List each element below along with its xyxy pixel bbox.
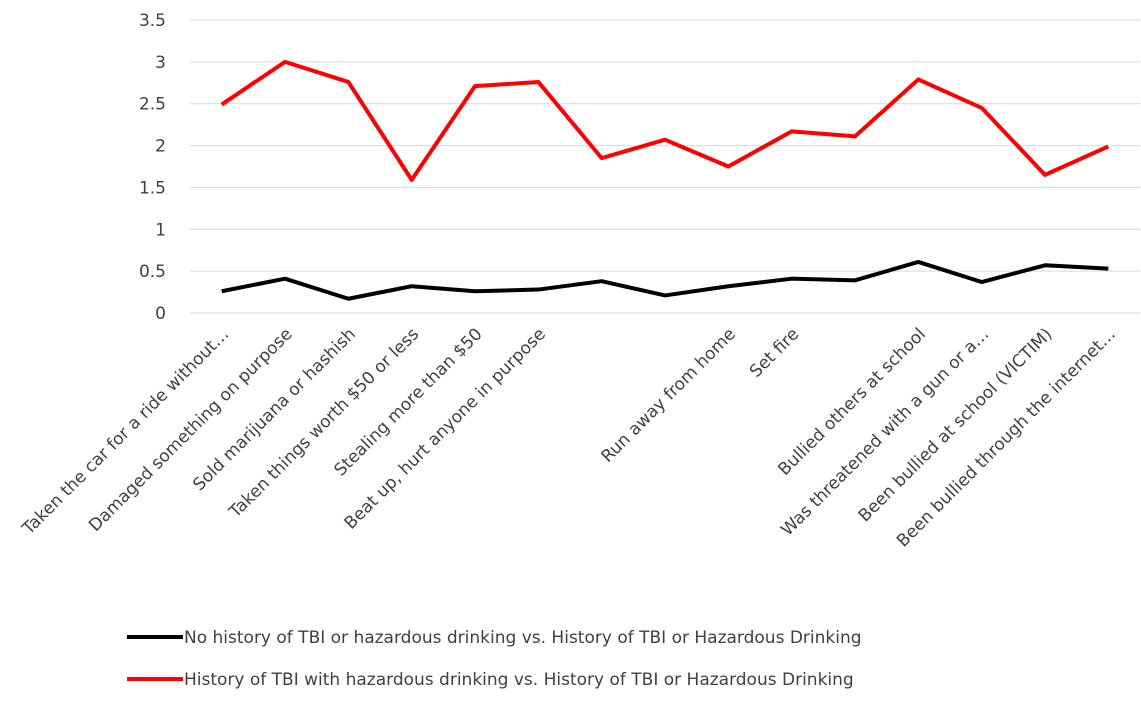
legend-label: No history of TBI or hazardous drinking … bbox=[184, 628, 862, 648]
series-line bbox=[221, 259, 1109, 301]
y-tick-label: 0.5 bbox=[139, 262, 166, 282]
y-tick-label: 3.5 bbox=[139, 11, 166, 31]
y-tick-label: 2 bbox=[155, 137, 166, 157]
x-tick-label: Run away from home bbox=[597, 324, 739, 466]
x-tick-label: Set fire bbox=[746, 324, 803, 381]
legend-label: History of TBI with hazardous drinking v… bbox=[184, 670, 854, 690]
y-tick-label: 1 bbox=[155, 220, 166, 240]
y-tick-label: 3 bbox=[155, 53, 166, 73]
y-tick-label: 0 bbox=[155, 304, 166, 324]
y-tick-label: 2.5 bbox=[139, 95, 166, 115]
y-tick-label: 1.5 bbox=[139, 178, 166, 198]
series-line bbox=[220, 59, 1110, 182]
x-tick-label: Been bullied through the internet… bbox=[893, 324, 1120, 551]
